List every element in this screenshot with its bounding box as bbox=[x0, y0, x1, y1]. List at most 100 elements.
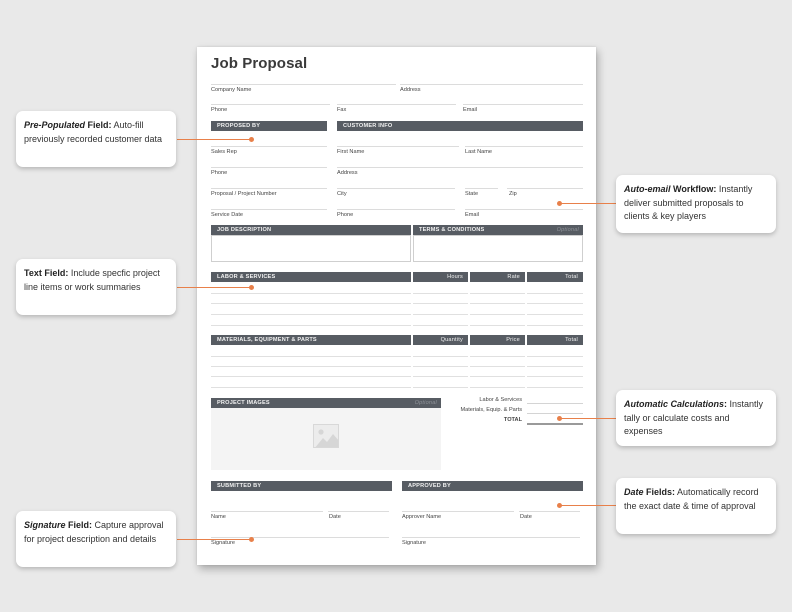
connector-date-fields bbox=[560, 505, 616, 506]
submitter-signature-field[interactable] bbox=[211, 537, 389, 538]
materials-row-2-price[interactable] bbox=[470, 366, 525, 367]
proposed-by-header: PROPOSED BY bbox=[211, 121, 327, 131]
materials-row-3-quantity[interactable] bbox=[413, 376, 468, 377]
callout-prepopulated: Pre-Populated Field: Auto-fill previousl… bbox=[16, 111, 176, 167]
summary-total-label: TOTAL bbox=[503, 417, 522, 423]
labor-row-2-hours[interactable] bbox=[413, 303, 468, 304]
materials-row-4-total[interactable] bbox=[527, 387, 583, 388]
fax-field[interactable] bbox=[337, 104, 456, 105]
labor-row-4-total[interactable] bbox=[527, 325, 583, 326]
first-name-field[interactable] bbox=[337, 146, 459, 147]
terms-conditions-header: TERMS & CONDITIONS Optional bbox=[413, 225, 583, 235]
marker-prepopulated bbox=[249, 137, 254, 142]
fax-label: Fax bbox=[337, 107, 347, 113]
proposal-number-label: Proposal / Project Number bbox=[211, 191, 277, 197]
service-date-field[interactable] bbox=[211, 209, 327, 210]
proposal-number-field[interactable] bbox=[211, 188, 327, 189]
approver-signature-field[interactable] bbox=[402, 537, 580, 538]
materials-row-1-total[interactable] bbox=[527, 356, 583, 357]
materials-row-1-price[interactable] bbox=[470, 356, 525, 357]
labor-hours-header: Hours bbox=[413, 272, 468, 282]
labor-row-1-hours[interactable] bbox=[413, 293, 468, 294]
labor-rate-header: Rate bbox=[470, 272, 525, 282]
submitted-date-field[interactable] bbox=[328, 511, 389, 512]
materials-row-1-desc[interactable] bbox=[211, 356, 411, 357]
callout-text-field: Text Field: Include specfic project line… bbox=[16, 259, 176, 315]
customer-phone-field[interactable] bbox=[337, 209, 455, 210]
marker-auto-email bbox=[557, 201, 562, 206]
labor-row-4-hours[interactable] bbox=[413, 325, 468, 326]
callout-auto-email-title: Auto-email Workflow: bbox=[624, 184, 717, 194]
materials-row-3-total[interactable] bbox=[527, 376, 583, 377]
first-name-label: First Name bbox=[337, 149, 365, 155]
materials-row-3-price[interactable] bbox=[470, 376, 525, 377]
project-images-upload[interactable] bbox=[211, 408, 441, 470]
city-field[interactable] bbox=[337, 188, 455, 189]
labor-row-4-rate[interactable] bbox=[470, 325, 525, 326]
callout-date-fields-title: Date Fields: bbox=[624, 487, 676, 497]
materials-row-2-quantity[interactable] bbox=[413, 366, 468, 367]
job-description-textarea[interactable] bbox=[211, 235, 411, 262]
last-name-field[interactable] bbox=[465, 146, 583, 147]
approved-date-field[interactable] bbox=[519, 511, 580, 512]
phone-field[interactable] bbox=[211, 104, 330, 105]
state-field[interactable] bbox=[465, 188, 498, 189]
address-field[interactable] bbox=[400, 84, 583, 85]
labor-row-1-total[interactable] bbox=[527, 293, 583, 294]
rep-phone-field[interactable] bbox=[211, 167, 327, 168]
submitted-date-label: Date bbox=[329, 514, 341, 520]
callout-auto-calc-title: Automatic Calculations: bbox=[624, 399, 728, 409]
labor-row-3-desc[interactable] bbox=[211, 314, 411, 315]
materials-row-2-desc[interactable] bbox=[211, 366, 411, 367]
email-field[interactable] bbox=[463, 104, 583, 105]
approver-name-field[interactable] bbox=[402, 511, 514, 512]
approver-signature-label: Signature bbox=[402, 540, 426, 546]
materials-row-4-price[interactable] bbox=[470, 387, 525, 388]
connector-signature bbox=[177, 539, 251, 540]
zip-label: Zip bbox=[509, 191, 517, 197]
rep-phone-label: Phone bbox=[211, 170, 228, 176]
labor-row-2-desc[interactable] bbox=[211, 303, 411, 304]
labor-row-1-desc[interactable] bbox=[211, 293, 411, 294]
callout-date-fields-text: Automatically record the exact date & ti… bbox=[624, 487, 759, 511]
job-proposal-form: Job Proposal Company Name Address Phone … bbox=[197, 47, 596, 565]
labor-row-2-total[interactable] bbox=[527, 303, 583, 304]
customer-address-field[interactable] bbox=[337, 167, 583, 168]
materials-row-4-desc[interactable] bbox=[211, 387, 411, 388]
marker-date-fields bbox=[557, 503, 562, 508]
customer-email-field[interactable] bbox=[465, 209, 583, 210]
labor-total-header: Total bbox=[527, 272, 583, 282]
marker-signature bbox=[249, 537, 254, 542]
callout-prepopulated-title: Pre-Populated Field: bbox=[24, 120, 112, 130]
sales-rep-label: Sales Rep bbox=[211, 149, 237, 155]
materials-row-4-quantity[interactable] bbox=[413, 387, 468, 388]
customer-info-header: CUSTOMER INFO bbox=[337, 121, 583, 131]
project-images-label: PROJECT IMAGES bbox=[217, 400, 270, 406]
labor-row-1-rate[interactable] bbox=[470, 293, 525, 294]
company-name-field[interactable] bbox=[211, 84, 396, 85]
labor-row-3-total[interactable] bbox=[527, 314, 583, 315]
materials-row-1-quantity[interactable] bbox=[413, 356, 468, 357]
callout-auto-email-text: Instantly deliver submitted proposals to… bbox=[624, 184, 753, 221]
submitter-name-field[interactable] bbox=[211, 511, 323, 512]
materials-total-header: Total bbox=[527, 335, 583, 345]
materials-row-2-total[interactable] bbox=[527, 366, 583, 367]
callout-signature: Signature Field: Capture approval for pr… bbox=[16, 511, 176, 567]
customer-email-label: Email bbox=[465, 212, 479, 218]
terms-conditions-textarea[interactable] bbox=[413, 235, 583, 262]
optional-label: Optional bbox=[556, 227, 579, 233]
labor-row-4-desc[interactable] bbox=[211, 325, 411, 326]
labor-row-3-hours[interactable] bbox=[413, 314, 468, 315]
callout-prepopulated-text: Auto-fill previously recorded customer d… bbox=[24, 120, 163, 144]
labor-row-2-rate[interactable] bbox=[470, 303, 525, 304]
customer-phone-label: Phone bbox=[337, 212, 354, 218]
state-label: State bbox=[465, 191, 479, 197]
submitter-signature-label: Signature bbox=[211, 540, 235, 546]
materials-row-3-desc[interactable] bbox=[211, 376, 411, 377]
zip-field[interactable] bbox=[507, 188, 583, 189]
sales-rep-field[interactable] bbox=[211, 146, 327, 147]
last-name-label: Last Name bbox=[465, 149, 493, 155]
labor-row-3-rate[interactable] bbox=[470, 314, 525, 315]
optional-label: Optional bbox=[414, 400, 437, 406]
marker-text-field bbox=[249, 285, 254, 290]
